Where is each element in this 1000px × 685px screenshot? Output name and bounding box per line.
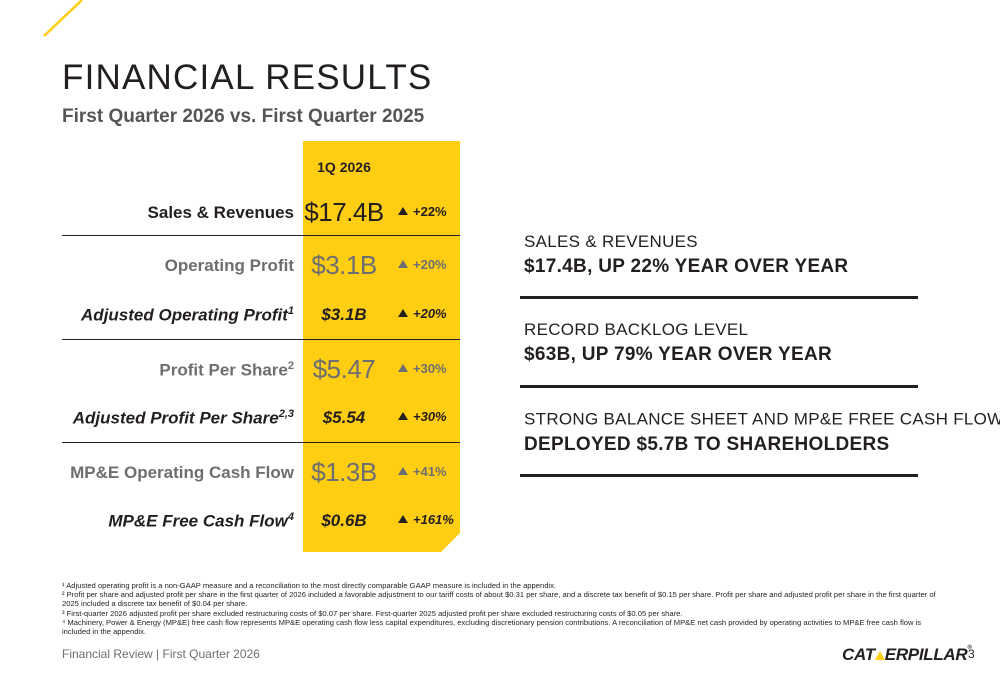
row-value: $17.4B (304, 197, 384, 227)
logo-triangle-icon (874, 651, 885, 660)
row-label: MP&E Free Cash Flow4 (108, 511, 294, 531)
up-arrow-icon (398, 515, 408, 523)
highlight-rule (520, 474, 918, 477)
highlight-label: SALES & REVENUES (524, 232, 698, 251)
highlight-sales-revenues: SALES & REVENUES $17.4B, UP 22% YEAR OVE… (524, 232, 924, 278)
row-change: +20% (398, 306, 447, 321)
highlight-value: $63B, UP 79% YEAR OVER YEAR (524, 344, 833, 365)
row-change: +22% (398, 204, 447, 219)
highlight-value: $17.4B, UP 22% YEAR OVER YEAR (524, 256, 849, 277)
footnote-3: ³ First-quarter 2026 adjusted profit per… (62, 608, 683, 618)
table-row-adjusted-operating-profit: Adjusted Operating Profit1 $3.1B +20% (0, 297, 460, 331)
table-row-mpe-free-cash-flow: MP&E Free Cash Flow4 $0.6B +161% (0, 503, 460, 537)
row-change: +30% (398, 409, 447, 424)
page-title: FINANCIAL RESULTS (62, 58, 433, 97)
table-row-mpe-operating-cash-flow: MP&E Operating Cash Flow $1.3B +41% (0, 455, 460, 489)
table-row-sales-revenues: Sales & Revenues $17.4B +22% (0, 195, 460, 229)
column-header: 1Q 2026 (317, 159, 371, 175)
row-change: +41% (398, 464, 447, 479)
highlight-label: RECORD BACKLOG LEVEL (524, 320, 749, 339)
up-arrow-icon (398, 467, 408, 475)
up-arrow-icon (398, 207, 408, 215)
corner-accent-line (43, 0, 83, 37)
footnotes: ¹ Adjusted operating profit is a non-GAA… (62, 581, 942, 636)
row-label: Sales & Revenues (147, 203, 294, 222)
row-value: $5.47 (312, 354, 376, 384)
row-label: MP&E Operating Cash Flow (70, 463, 294, 482)
table-row-operating-profit: Operating Profit $3.1B +20% (0, 248, 460, 282)
page-subtitle: First Quarter 2026 vs. First Quarter 202… (62, 106, 425, 127)
row-label: Profit Per Share2 (159, 360, 294, 380)
highlight-column (303, 141, 460, 552)
row-label: Adjusted Profit Per Share2,3 (72, 408, 294, 428)
up-arrow-icon (398, 364, 408, 372)
highlight-value: DEPLOYED $5.7B TO SHAREHOLDERS (524, 433, 890, 455)
footnote-1: ¹ Adjusted operating profit is a non-GAA… (62, 581, 557, 590)
up-arrow-icon (398, 260, 408, 268)
highlight-backlog: RECORD BACKLOG LEVEL $63B, UP 79% YEAR O… (524, 320, 924, 366)
row-value: $3.1B (321, 305, 367, 324)
caterpillar-logo: CAT ERPILLAR® (842, 645, 972, 664)
row-label: Adjusted Operating Profit1 (81, 305, 294, 325)
table-row-profit-per-share: Profit Per Share2 $5.47 +30% (0, 352, 460, 386)
highlight-label: STRONG BALANCE SHEET AND MP&E FREE CASH … (524, 409, 1000, 429)
highlight-rule (520, 385, 918, 388)
row-change: +20% (398, 257, 447, 272)
page-number: 3 (968, 647, 975, 661)
footer-caption: Financial Review | First Quarter 2026 (62, 647, 260, 661)
row-divider (62, 339, 460, 340)
highlight-rule (520, 296, 918, 299)
row-value: $3.1B (311, 250, 377, 280)
footnote-4: ⁴ Machinery, Power & Energy (MP&E) free … (62, 617, 922, 637)
row-divider (62, 442, 460, 443)
up-arrow-icon (398, 309, 408, 317)
row-value: $5.54 (322, 408, 366, 427)
row-change: +161% (398, 512, 454, 527)
row-divider (62, 235, 460, 236)
row-value: $0.6B (321, 511, 367, 530)
footnote-2: ² Profit per share and adjusted profit p… (62, 590, 936, 609)
row-label: Operating Profit (164, 256, 294, 275)
up-arrow-icon (398, 412, 408, 420)
row-value: $1.3B (311, 457, 377, 487)
highlight-balance-sheet: STRONG BALANCE SHEET AND MP&E FREE CASH … (524, 409, 1000, 456)
table-row-adjusted-profit-per-share: Adjusted Profit Per Share2,3 $5.54 +30% (0, 400, 460, 434)
row-change: +30% (398, 361, 447, 376)
